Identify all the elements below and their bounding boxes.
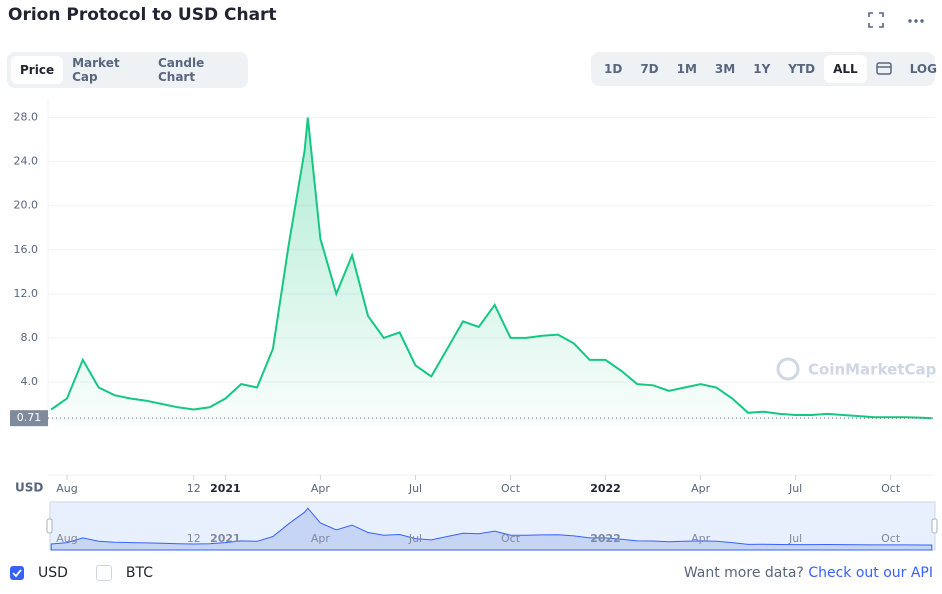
tab[interactable]: Candle Chart <box>157 56 205 84</box>
range-button[interactable]: 1M <box>676 62 697 76</box>
navigator-tick-label: Jul <box>408 532 422 545</box>
log-button[interactable]: LOG <box>909 62 937 76</box>
current-price-tag <box>10 410 48 427</box>
x-tick-label: Jul <box>788 482 802 495</box>
currency-toggles: USD BTC <box>10 565 181 581</box>
x-tick-label: 2021 <box>210 482 241 495</box>
x-tick-label: Apr <box>691 482 711 495</box>
title: Orion Protocol to USD Chart <box>8 5 277 25</box>
range-button[interactable]: 1D <box>604 62 623 76</box>
navigator-tick-label: Aug <box>56 532 77 545</box>
y-tick-label: 28.0 <box>14 111 39 124</box>
currency-label: USD <box>38 565 68 581</box>
price-line <box>50 117 932 420</box>
y-tick-label: 4.0 <box>21 375 39 388</box>
x-tick-label: Oct <box>881 482 901 495</box>
navigator-tick-label: 12 <box>187 532 201 545</box>
watermark: CoinMarketCap <box>808 361 937 379</box>
x-tick-label: 12 <box>187 482 201 495</box>
range-button[interactable]: 3M <box>714 62 736 76</box>
range-group: 1D 7D 1M 3M 1Y YTD ALL LOG <box>591 52 937 86</box>
y-tick-label: 8.0 <box>21 331 39 344</box>
current-price-label: 0.71 <box>17 411 42 424</box>
tab-group: Price Market Cap Candle Chart <box>7 52 248 88</box>
x-tick-label: Aug <box>56 482 77 495</box>
api-link[interactable]: Check out our API <box>808 565 933 581</box>
range-button[interactable]: 1Y <box>753 62 771 76</box>
navigator-tick-label: Oct <box>881 532 901 545</box>
checkbox[interactable] <box>95 565 112 581</box>
navigator-tick-label: 2021 <box>210 532 241 545</box>
navigator-tick-label: Oct <box>501 532 521 545</box>
tab[interactable]: Price <box>11 56 64 84</box>
navigator-handle <box>931 518 938 534</box>
footer: Want more data? Check out our API <box>684 565 933 581</box>
x-tick-label: Oct <box>501 482 521 495</box>
range-button[interactable]: ALL <box>824 55 867 83</box>
navigator-tick-label: Apr <box>311 532 331 545</box>
price-area <box>51 117 932 426</box>
y-tick-label: 16.0 <box>14 243 39 256</box>
x-tick-label: 2022 <box>590 482 621 495</box>
x-tick-label: Apr <box>311 482 331 495</box>
range-button[interactable]: 7D <box>640 62 659 76</box>
y-tick-label: 20.0 <box>14 199 39 212</box>
toolbar-icons[interactable] <box>866 10 936 32</box>
navigator-line <box>50 507 933 551</box>
x-tick-label: Jul <box>408 482 422 495</box>
calendar-button[interactable] <box>867 54 901 85</box>
footer-text: Want more data? <box>683 565 804 581</box>
checkbox[interactable] <box>10 566 24 580</box>
y-tick-label: 12.0 <box>14 287 39 300</box>
y-tick-label: 24.0 <box>14 155 39 168</box>
currency-label: BTC <box>125 565 154 581</box>
chart: 4.0 8.0 12.0 16.0 20.0 24.0 28.0 CoinMarketCap 0… <box>10 100 938 551</box>
navigator-tick-label: Apr <box>691 532 711 545</box>
navigator-tick-label: Jul <box>788 532 802 545</box>
navigator-tick-label: 2022 <box>590 532 621 545</box>
range-button[interactable]: YTD <box>788 62 816 76</box>
tab[interactable]: Market Cap <box>72 56 120 84</box>
navigator-handle <box>46 518 53 534</box>
watermark-logo <box>776 357 800 381</box>
y-axis-unit: USD <box>15 481 43 495</box>
